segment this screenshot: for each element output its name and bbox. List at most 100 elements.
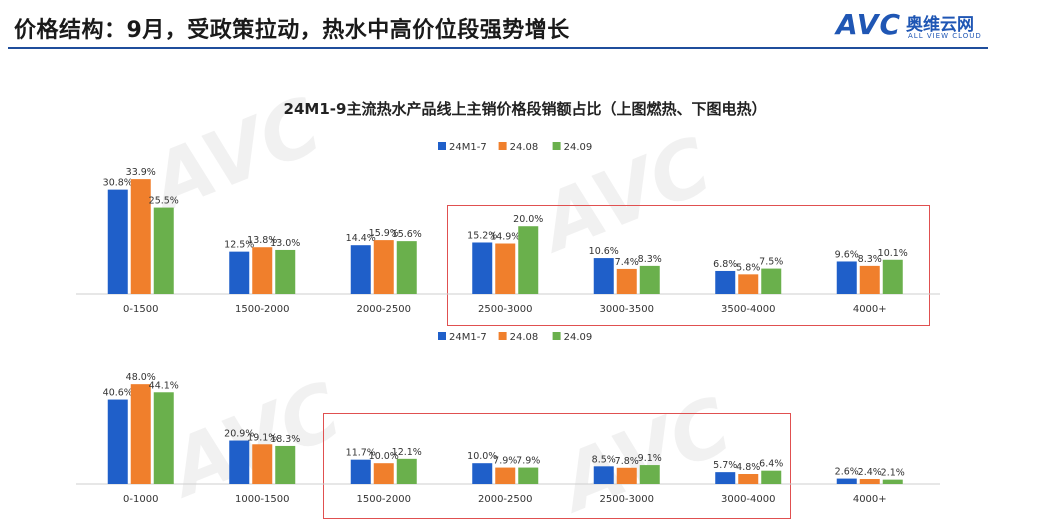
logo-chinese-name: 奥维云网 [906,15,974,35]
bar [715,270,736,294]
category-tick-label: 4000+ [853,494,887,505]
legend-swatch [498,332,507,340]
data-label: 10.0% [369,451,399,462]
bar [153,392,174,484]
data-label: 7.5% [759,257,783,268]
data-label: 33.9% [126,167,156,178]
bar [373,463,394,484]
legend-label: 24.08 [510,142,539,153]
data-label: 10.1% [878,248,908,259]
bar [715,472,736,484]
data-label: 44.1% [149,380,179,391]
title-divider [8,47,988,49]
data-label: 10.0% [467,451,497,462]
category-tick-label: 2500-3000 [478,304,533,315]
legend-swatch [438,142,446,150]
category-tick-label: 1000-1500 [235,494,290,505]
data-label: 9.6% [835,249,859,260]
data-label: 14.9% [490,232,520,243]
bar [882,259,903,294]
bar [495,243,516,294]
bar [350,459,371,484]
category-tick-label: 0-1000 [123,494,158,505]
data-label: 7.4% [615,257,639,268]
category-tick-label: 2500-3000 [599,494,654,505]
data-label: 19.1% [247,432,277,443]
category-tick-label: 1500-2000 [356,494,411,505]
bar [639,465,660,484]
bar [252,247,273,294]
bar [761,268,782,294]
bar [130,179,151,294]
data-label: 9.1% [638,453,662,464]
legend-label: 24.09 [564,332,593,343]
bar [396,458,417,484]
data-label: 8.5% [592,454,616,465]
bar [593,258,614,294]
bar [472,242,493,294]
data-label: 11.7% [346,448,376,459]
data-label: 15.6% [392,229,422,240]
bar [836,478,857,484]
legend-label: 24M1-7 [449,332,487,343]
data-label: 12.1% [392,447,422,458]
bar [593,466,614,484]
highlight-box-top [447,205,930,326]
logo-english-name: ALL VIEW CLOUD [908,32,982,40]
bar [107,399,128,484]
data-label: 8.3% [858,254,882,265]
data-label: 15.2% [467,230,497,241]
bar [229,440,250,484]
bar [639,265,660,294]
bar [153,207,174,294]
data-label: 4.8% [736,462,760,473]
legend-swatch [552,142,561,150]
page-title: 价格结构：9月，受政策拉动，热水中高价位段强势增长 [14,18,570,43]
legend-label: 24M1-7 [449,142,487,153]
category-tick-label: 3000-3500 [599,304,654,315]
bar [130,384,151,484]
data-label: 5.7% [713,460,737,471]
bar [350,245,371,294]
category-tick-label: 0-1500 [123,304,158,315]
data-label: 20.9% [224,429,254,440]
bar [252,444,273,484]
bar [761,470,782,484]
bar [275,445,296,484]
bar [495,467,516,484]
category-tick-label: 2000-2500 [478,494,533,505]
category-tick-label: 1500-2000 [235,304,290,315]
bar [518,226,539,294]
bar [107,189,128,294]
data-label: 6.4% [759,459,783,470]
data-label: 13.8% [247,235,277,246]
data-label: 20.0% [513,214,543,225]
data-label: 25.5% [149,196,179,207]
data-label: 5.8% [736,262,760,273]
category-tick-label: 2000-2500 [356,304,411,315]
data-label: 13.0% [270,238,300,249]
data-label: 14.4% [346,233,376,244]
data-label: 15.9% [369,228,399,239]
legend-swatch [438,332,446,340]
data-label: 8.3% [638,254,662,265]
bar [229,251,250,294]
bar [859,479,880,484]
legend-label: 24.08 [510,332,539,343]
bar [616,268,637,294]
bar [882,479,903,484]
legend-swatch [498,142,507,150]
legend-label: 24.09 [564,142,593,153]
data-label: 30.8% [103,178,133,189]
category-tick-label: 3500-4000 [721,304,776,315]
data-label: 7.8% [615,456,639,467]
data-label: 48.0% [126,372,156,383]
category-tick-label: 4000+ [853,304,887,315]
data-label: 7.9% [516,456,540,467]
highlight-box-bottom [323,413,791,519]
data-label: 7.9% [493,456,517,467]
category-tick-label: 3000-4000 [721,494,776,505]
logo-mark: AVC [836,8,901,41]
data-label: 18.3% [270,434,300,445]
